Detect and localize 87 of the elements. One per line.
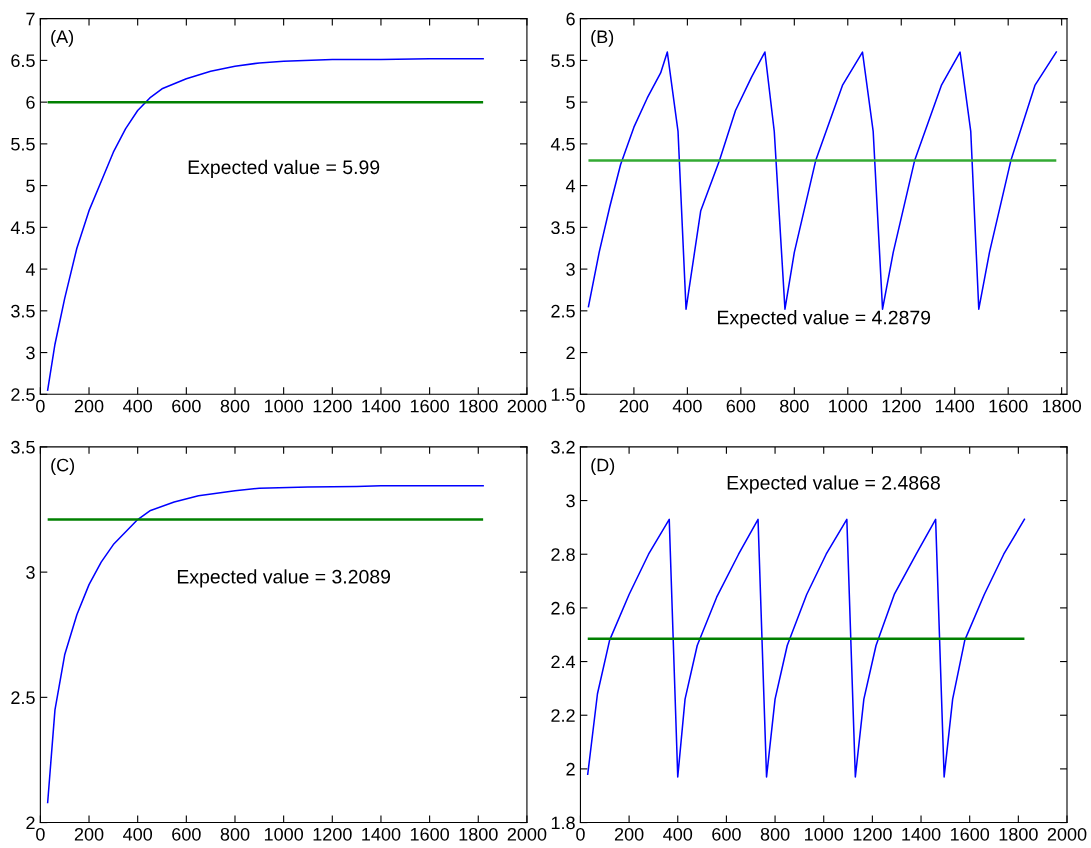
y-tick-label: 6.5 [11,54,35,68]
x-tick-label: 600 [172,399,201,413]
x-tick-label: 1000 [264,399,304,413]
x-tick-label: 1400 [902,827,941,841]
x-tick-label: 1000 [829,399,868,413]
annotation: Expected value = 4.2879 [718,310,931,329]
x-tick-label: 600 [712,827,741,841]
x-tick-label: 800 [220,827,250,841]
y-tick-label: 3.5 [11,304,35,318]
x-tick-label: 1600 [989,399,1028,413]
x-tick-label: 1200 [313,827,352,841]
line-series [46,484,484,804]
y-tick-label: 3 [26,346,35,360]
annotation: (D) [591,458,615,475]
x-tick-label: 800 [780,399,809,413]
y-tick-label: 5 [26,179,35,193]
annotation: Expected value = 5.99 [188,159,380,178]
x-tick-label: 1400 [362,399,401,413]
y-tick-label: 2 [566,346,575,360]
x-tick-label: 2000 [507,827,547,841]
x-tick-label: 2000 [507,399,547,413]
x-tick-label: 1400 [362,827,401,841]
y-tick-label: 4 [565,179,576,193]
y-tick-label: 2.8 [551,548,575,561]
y-tick-label: 2.6 [551,601,575,615]
x-tick-label: 1800 [999,827,1038,841]
y-tick-label: 2 [26,816,35,830]
x-tick-label: 2000 [1047,827,1087,841]
annotation: (A) [51,29,74,47]
y-tick-label: 5.5 [551,54,575,68]
y-tick-label: 7 [26,12,35,26]
y-tick-label: 5.5 [11,138,35,151]
x-tick-label: 0 [36,399,45,413]
annotation: Expected value = 2.4868 [727,475,940,494]
x-tick-label: 600 [726,399,756,413]
x-tick-label: 1000 [264,827,304,841]
x-tick-label: 0 [36,827,45,841]
y-tick-label: 3.2 [551,440,575,454]
x-tick-label: 0 [576,399,585,413]
y-tick-label: 6 [26,96,35,109]
x-tick-label: 1600 [950,827,990,841]
x-tick-label: 400 [672,399,702,413]
x-tick-label: 0 [576,827,585,841]
y-tick-label: 4 [25,263,35,276]
x-tick-label: 1800 [1042,399,1082,413]
line-series [46,57,484,391]
x-tick-label: 1200 [853,827,892,841]
y-tick-label: 2.2 [551,709,575,722]
annotation: (B) [591,29,614,47]
y-tick-label: 4.5 [10,221,35,235]
x-tick-label: 1000 [805,827,844,841]
x-tick-label: 1400 [936,399,975,413]
y-tick-label: 1.5 [551,388,575,402]
y-tick-label: 3 [566,263,575,276]
y-tick-label: 2.5 [11,388,35,402]
x-tick-label: 400 [663,827,693,841]
x-tick-label: 1600 [410,399,449,413]
x-tick-label: 1800 [459,827,498,841]
y-tick-label: 3.5 [11,440,35,454]
y-tick-label: 5 [566,96,575,109]
x-tick-label: 600 [172,827,201,841]
x-tick-label: 200 [74,399,104,413]
y-tick-label: 2 [566,762,575,776]
x-tick-label: 800 [760,827,790,841]
y-tick-label: 2.4 [551,655,576,669]
y-tick-label: 3.5 [551,221,575,235]
y-tick-label: 3 [26,566,35,579]
x-tick-label: 1200 [882,399,921,413]
y-tick-label: 2.5 [551,304,575,318]
x-tick-label: 200 [614,827,644,841]
x-tick-label: 1800 [459,399,498,413]
annotation: (C) [51,458,75,475]
x-tick-label: 800 [220,399,250,413]
y-tick-label: 6 [566,12,575,26]
line-series [587,51,1058,310]
x-tick-label: 200 [74,827,104,841]
x-tick-label: 400 [123,399,153,413]
x-tick-label: 200 [619,399,649,413]
x-tick-label: 1600 [410,827,449,841]
x-tick-label: 400 [123,827,153,841]
y-tick-label: 1.8 [551,816,575,830]
y-tick-label: 2.5 [11,691,35,705]
annotation: Expected value = 3.2089 [177,569,391,588]
y-tick-label: 3 [566,494,575,508]
line-series [586,518,1026,778]
x-tick-label: 1200 [313,399,352,413]
y-tick-label: 4.5 [550,138,575,151]
